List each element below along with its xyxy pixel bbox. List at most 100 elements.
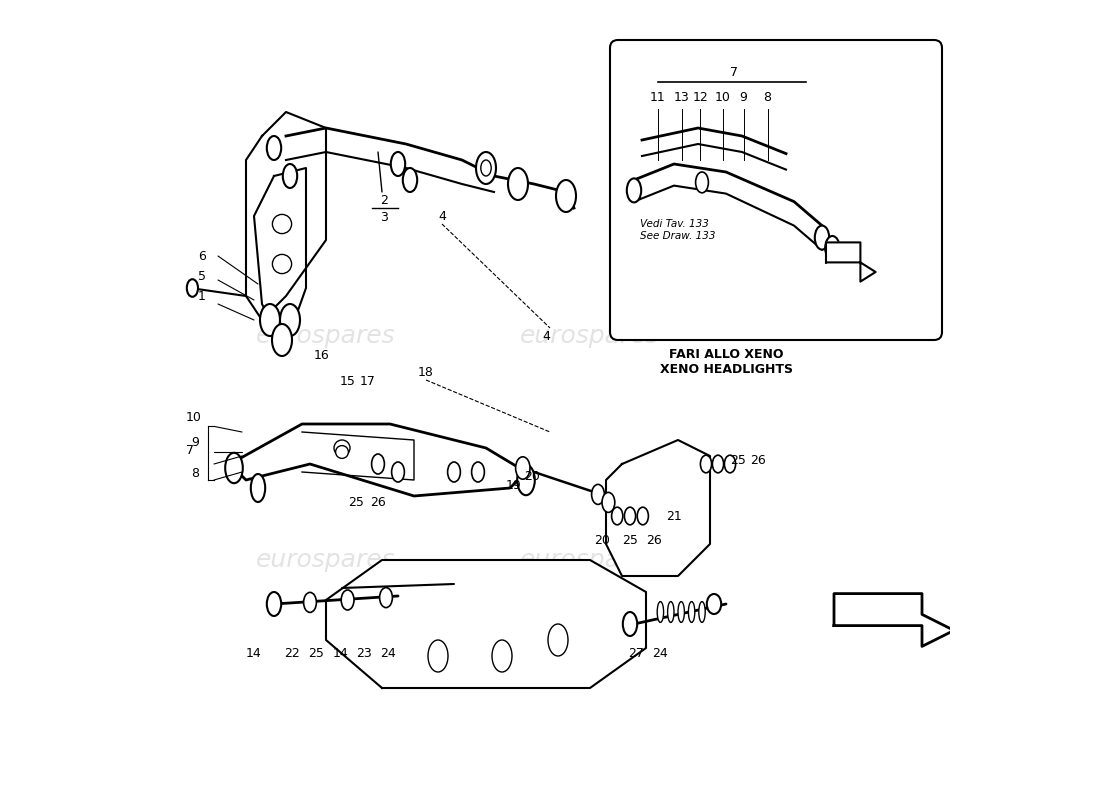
Text: 10: 10 <box>185 411 201 424</box>
Ellipse shape <box>707 594 722 614</box>
Ellipse shape <box>226 453 243 483</box>
Ellipse shape <box>592 484 604 504</box>
Text: 25: 25 <box>349 496 364 509</box>
Ellipse shape <box>612 507 623 525</box>
Ellipse shape <box>657 602 663 622</box>
Circle shape <box>273 214 292 234</box>
Ellipse shape <box>678 602 684 622</box>
Text: 15: 15 <box>340 375 355 388</box>
Polygon shape <box>606 440 710 576</box>
Text: 24: 24 <box>652 647 669 660</box>
Ellipse shape <box>548 624 568 656</box>
Ellipse shape <box>637 507 648 525</box>
Ellipse shape <box>689 602 695 622</box>
Ellipse shape <box>448 462 461 482</box>
Ellipse shape <box>627 178 641 202</box>
Polygon shape <box>254 168 306 344</box>
Ellipse shape <box>516 457 530 479</box>
Text: 9: 9 <box>191 436 199 449</box>
Ellipse shape <box>251 474 265 502</box>
Text: 25: 25 <box>730 454 746 466</box>
Ellipse shape <box>390 152 405 176</box>
Ellipse shape <box>725 455 736 473</box>
Text: FARI ALLO XENO
XENO HEADLIGHTS: FARI ALLO XENO XENO HEADLIGHTS <box>660 348 792 376</box>
Text: eurospares: eurospares <box>520 548 660 572</box>
Text: 9: 9 <box>739 91 748 104</box>
Text: 12: 12 <box>693 91 708 104</box>
Ellipse shape <box>556 180 576 212</box>
Text: 22: 22 <box>285 647 300 660</box>
Text: 20: 20 <box>525 470 540 482</box>
Circle shape <box>334 440 350 456</box>
Text: eurospares: eurospares <box>256 324 396 348</box>
Ellipse shape <box>623 612 637 636</box>
Text: 26: 26 <box>370 496 386 509</box>
Ellipse shape <box>825 236 839 260</box>
Ellipse shape <box>472 462 484 482</box>
Text: 26: 26 <box>750 454 766 466</box>
FancyBboxPatch shape <box>610 40 942 340</box>
Ellipse shape <box>668 602 674 622</box>
Text: 14: 14 <box>332 647 349 660</box>
Ellipse shape <box>372 454 384 474</box>
Polygon shape <box>230 424 526 496</box>
Text: 5: 5 <box>198 270 206 282</box>
Ellipse shape <box>304 592 317 613</box>
Ellipse shape <box>341 590 354 610</box>
Ellipse shape <box>267 136 282 160</box>
Ellipse shape <box>695 172 708 193</box>
Polygon shape <box>826 242 876 282</box>
Ellipse shape <box>481 160 492 176</box>
Ellipse shape <box>403 168 417 192</box>
Ellipse shape <box>713 455 724 473</box>
Text: 7: 7 <box>186 444 194 457</box>
Text: 20: 20 <box>594 534 609 546</box>
Text: 18: 18 <box>418 366 433 378</box>
Text: 19: 19 <box>506 479 521 492</box>
Polygon shape <box>246 112 326 320</box>
Ellipse shape <box>508 168 528 200</box>
Text: 4: 4 <box>438 210 446 222</box>
Text: 11: 11 <box>650 91 666 104</box>
Ellipse shape <box>602 492 615 512</box>
Text: 13: 13 <box>674 91 690 104</box>
Text: 27: 27 <box>628 647 645 660</box>
Ellipse shape <box>517 465 535 495</box>
Text: 10: 10 <box>715 91 730 104</box>
Text: 2: 2 <box>381 194 388 206</box>
Polygon shape <box>834 594 954 646</box>
Text: See Draw. 133: See Draw. 133 <box>639 231 715 241</box>
Ellipse shape <box>392 462 405 482</box>
Text: 25: 25 <box>308 647 324 660</box>
Ellipse shape <box>280 304 300 336</box>
Ellipse shape <box>698 602 705 622</box>
Text: 1: 1 <box>198 290 206 302</box>
Ellipse shape <box>379 587 393 608</box>
Text: 4: 4 <box>542 330 550 342</box>
Text: 8: 8 <box>191 467 199 480</box>
Text: Vedi Tav. 133: Vedi Tav. 133 <box>639 219 708 229</box>
Ellipse shape <box>283 164 297 188</box>
Text: eurospares: eurospares <box>520 324 660 348</box>
Ellipse shape <box>701 455 712 473</box>
Circle shape <box>273 254 292 274</box>
Text: 6: 6 <box>198 250 206 262</box>
Ellipse shape <box>492 640 512 672</box>
Text: 3: 3 <box>381 211 388 224</box>
Ellipse shape <box>625 507 636 525</box>
Polygon shape <box>326 560 646 688</box>
Text: 23: 23 <box>356 647 372 660</box>
Text: 24: 24 <box>381 647 396 660</box>
Ellipse shape <box>187 279 198 297</box>
Ellipse shape <box>815 226 829 250</box>
Ellipse shape <box>267 592 282 616</box>
Ellipse shape <box>476 152 496 184</box>
Circle shape <box>336 446 349 458</box>
Text: 26: 26 <box>646 534 662 546</box>
Text: 21: 21 <box>667 510 682 522</box>
Text: eurospares: eurospares <box>256 548 396 572</box>
Ellipse shape <box>428 640 448 672</box>
Ellipse shape <box>260 304 280 336</box>
Text: 14: 14 <box>246 647 262 660</box>
Text: 16: 16 <box>315 350 330 362</box>
